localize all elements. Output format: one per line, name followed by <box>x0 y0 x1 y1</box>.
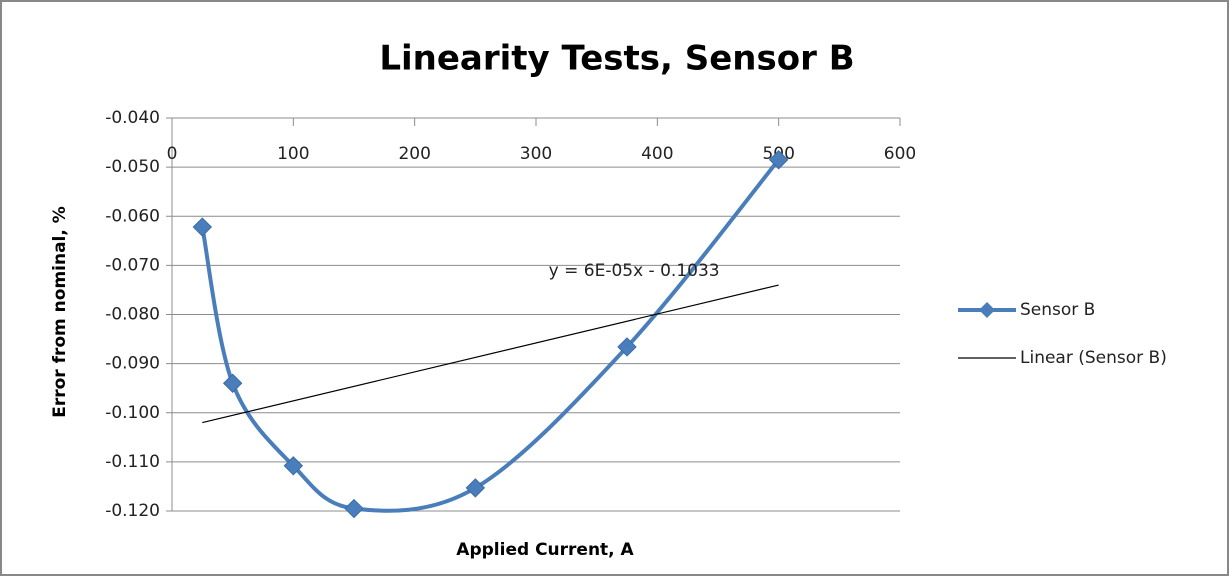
marker <box>465 478 486 498</box>
y-tick-label: -0.110 <box>105 452 160 472</box>
legend-label: Sensor B <box>1020 300 1095 320</box>
y-tick-label: -0.100 <box>105 403 160 423</box>
marker <box>768 150 789 170</box>
y-tick-label: -0.120 <box>105 501 160 521</box>
y-tick-label: -0.090 <box>105 354 160 374</box>
x-tick-label: 600 <box>884 144 916 164</box>
trendline-equation: y = 6E-05x - 0.1033 <box>549 261 720 281</box>
x-tick-label: 0 <box>167 144 178 164</box>
y-tick-label: -0.050 <box>105 157 160 177</box>
x-tick-label: 300 <box>520 144 552 164</box>
x-tick-label: 400 <box>641 144 673 164</box>
x-tick-label: 200 <box>398 144 430 164</box>
x-tick-label: 100 <box>277 144 309 164</box>
y-tick-label: -0.040 <box>105 108 160 128</box>
marker <box>192 217 213 237</box>
marker <box>617 337 637 357</box>
marker <box>283 456 304 476</box>
x-axis-label: Applied Current, A <box>456 540 634 560</box>
marker <box>344 498 364 519</box>
trendline <box>202 284 779 424</box>
marker <box>222 373 243 393</box>
legend-marker <box>979 302 995 318</box>
y-tick-label: -0.080 <box>105 305 160 325</box>
chart-title: Linearity Tests, Sensor B <box>379 39 854 79</box>
legend-label: Linear (Sensor B) <box>1020 348 1167 368</box>
y-tick-label: -0.060 <box>105 206 160 226</box>
y-tick-label: -0.070 <box>105 255 160 275</box>
y-axis-label: Error from nominal, % <box>50 206 70 418</box>
